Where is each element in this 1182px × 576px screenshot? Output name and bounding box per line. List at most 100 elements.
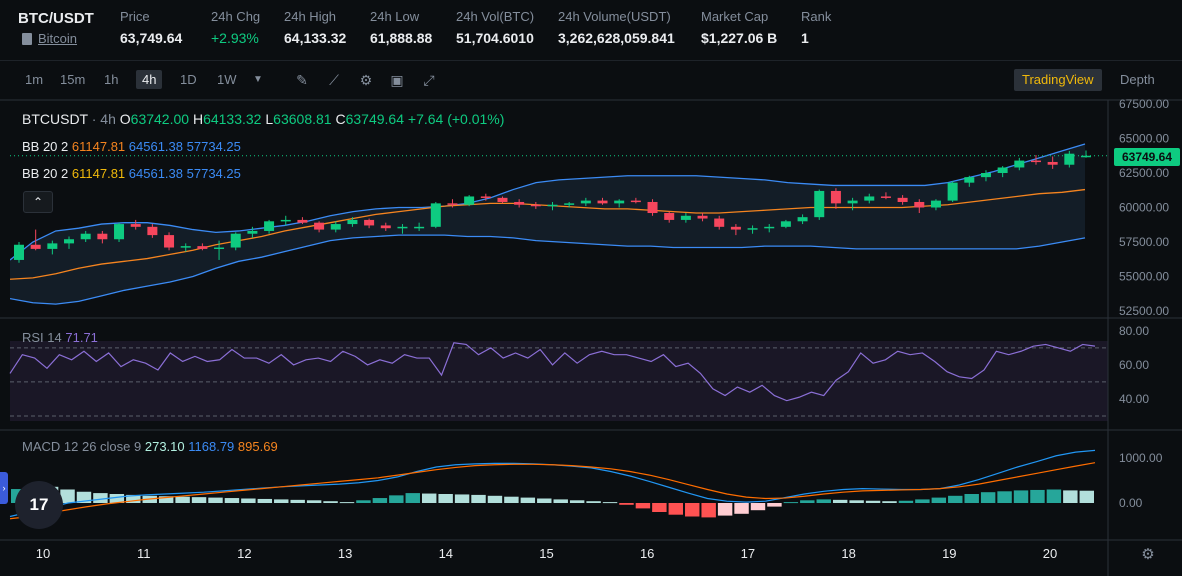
stat-24h-high: 24h High 64,133.32 xyxy=(284,9,346,46)
macd-histogram-bar xyxy=(93,493,108,503)
stat-label: 24h High xyxy=(284,9,337,24)
candle-body xyxy=(914,201,925,208)
macd-axis-label: 1000.00 xyxy=(1119,451,1163,465)
timeframe-1w[interactable]: 1W xyxy=(217,72,237,87)
stat-24h-vol-btc: 24h Vol(BTC) 51,704.6010 xyxy=(456,9,534,46)
candle-body xyxy=(797,217,808,222)
macd-histogram-bar xyxy=(323,501,338,503)
timeframe-1m[interactable]: 1m xyxy=(25,72,44,87)
macd-histogram-bar xyxy=(652,503,667,512)
candle-body xyxy=(597,200,608,204)
candle-body xyxy=(814,190,825,218)
candle-body xyxy=(547,204,558,207)
time-axis-label: 17 xyxy=(741,546,755,561)
macd-histogram-bar xyxy=(569,500,585,503)
timeframe-15m[interactable]: 15m xyxy=(60,72,86,87)
tradingview-logo-icon[interactable]: 17 xyxy=(15,481,63,529)
bb-mid-value: 61147.81 xyxy=(71,139,126,154)
time-axis-label: 19 xyxy=(942,546,956,561)
low-value: 63608.81 xyxy=(273,111,332,127)
candle-body xyxy=(630,200,641,203)
bb-legend-1[interactable]: BB 20 2 61147.81 64561.38 57734.25 xyxy=(22,139,241,154)
macd-histogram-bar xyxy=(1030,489,1045,503)
candle-body xyxy=(164,235,175,248)
open-value: 63742.00 xyxy=(130,111,190,127)
bb-fill-area xyxy=(10,144,1085,305)
chart-settings-icon[interactable]: ⚙ xyxy=(1141,545,1154,563)
candle-body xyxy=(447,203,458,205)
candle-body xyxy=(64,239,75,244)
stat-label: 24h Low xyxy=(370,9,420,24)
price-axis-label: 60000.00 xyxy=(1119,201,1169,215)
macd-histogram-bar xyxy=(454,494,470,503)
macd-histogram-bar xyxy=(520,497,536,503)
macd-histogram-bar xyxy=(685,503,700,517)
time-axis-label: 12 xyxy=(237,546,251,561)
stat-24h-volume-usdt: 24h Volume(USDT) 3,262,628,059.841 xyxy=(558,9,675,46)
rsi-axis-label: 60.00 xyxy=(1119,358,1149,372)
stat-value: $1,227.06 B xyxy=(701,30,778,46)
macd-histogram-bar xyxy=(175,496,190,503)
timeframe-1d[interactable]: 1D xyxy=(180,72,197,87)
stat-label: Price xyxy=(120,9,150,24)
bb-legend-2[interactable]: BB 20 2 61147.81 64561.38 57734.25 xyxy=(22,166,241,181)
candle-body xyxy=(230,233,241,248)
price-axis-label: 62500.00 xyxy=(1119,166,1169,180)
candle-body xyxy=(514,201,525,205)
candle-body xyxy=(430,203,441,227)
macd-signal-line xyxy=(9,462,1096,520)
time-axis-label: 16 xyxy=(640,546,654,561)
macd-histogram-bar xyxy=(783,502,799,504)
stat-label: 24h Chg xyxy=(211,9,261,24)
candle-body xyxy=(997,167,1008,173)
macd-histogram-bar xyxy=(767,503,782,507)
fullscreen-icon[interactable]: ⤢ xyxy=(423,72,435,88)
pair-title: BTC/USDT xyxy=(18,10,94,27)
rsi-legend[interactable]: RSI 14 71.71 xyxy=(22,330,98,345)
macd-histogram-bar xyxy=(931,497,947,503)
time-axis-label: 18 xyxy=(841,546,855,561)
draw-pencil-icon[interactable]: ✎ xyxy=(296,72,308,88)
candle-body xyxy=(930,200,941,208)
timeframe-1h[interactable]: 1h xyxy=(104,72,119,87)
stat-price: Price 63,749.64 xyxy=(120,9,182,46)
candle-body xyxy=(1064,153,1075,165)
indicators-icon[interactable]: ⟋ xyxy=(329,72,339,88)
macd-histogram-bar xyxy=(816,499,831,503)
market-header: BTC/USDT Bitcoin Price 63,749.64 24h Chg… xyxy=(0,0,1182,58)
timeframe-dropdown-icon[interactable]: ▼ xyxy=(253,74,263,85)
coin-link[interactable]: Bitcoin xyxy=(38,31,78,46)
depth-button[interactable]: Depth xyxy=(1120,72,1155,87)
macd-histogram-bar xyxy=(421,493,437,503)
macd-histogram-bar xyxy=(208,497,223,503)
save-icon[interactable]: ▣ xyxy=(390,72,404,88)
macd-histogram-bar xyxy=(1013,490,1029,503)
candle-body xyxy=(464,196,475,205)
macd-histogram-bar xyxy=(487,495,503,503)
candle-body xyxy=(764,226,775,229)
candle-body xyxy=(897,197,908,202)
macd-legend[interactable]: MACD 12 26 close 9 273.10 1168.79 895.69 xyxy=(22,439,278,454)
candle-body xyxy=(964,177,975,183)
candle-body xyxy=(714,218,725,227)
time-axis-label: 14 xyxy=(439,546,453,561)
macd-histogram-bar xyxy=(372,498,388,503)
price-axis-label: 65000.00 xyxy=(1119,132,1169,146)
macd-histogram-bar xyxy=(1079,490,1094,503)
timeframe-4h[interactable]: 4h xyxy=(136,70,163,89)
expand-panel-icon[interactable]: › xyxy=(0,472,8,504)
candle-body xyxy=(1030,160,1041,163)
tradingview-button[interactable]: TradingView xyxy=(1014,69,1102,91)
collapse-legend-button[interactable]: ⌃ xyxy=(23,191,53,213)
stat-label: 24h Volume(USDT) xyxy=(558,9,671,24)
candle-body xyxy=(947,182,958,201)
candle-body xyxy=(147,226,158,236)
settings-gear-icon[interactable]: ⚙ xyxy=(359,72,373,88)
candle-body xyxy=(180,246,191,248)
price-axis-label: 52500.00 xyxy=(1119,304,1169,318)
macd-histogram-bar xyxy=(1046,489,1062,503)
candle-body xyxy=(830,190,841,204)
high-label: H xyxy=(192,111,204,127)
macd-histogram-bar xyxy=(339,502,355,504)
